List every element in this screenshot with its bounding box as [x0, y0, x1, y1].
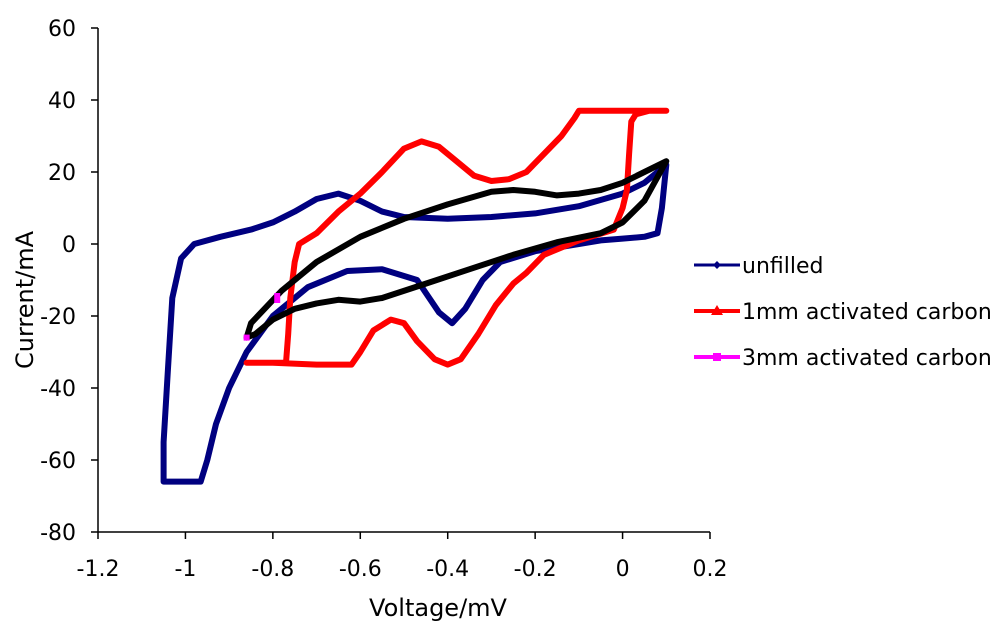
- x-axis-title: Voltage/mV: [369, 594, 507, 622]
- x-tick-label: -1: [174, 557, 196, 582]
- legend-marker: [711, 305, 723, 315]
- y-tick-label: -20: [40, 305, 76, 330]
- x-tick-label: 0.2: [693, 557, 728, 582]
- x-tick-label: -0.2: [514, 557, 557, 582]
- legend: unfilled 1mm activated carbon 3mm activate…: [694, 254, 992, 371]
- y-tick-label: 40: [48, 89, 76, 114]
- x-tick-label: 0: [616, 557, 630, 582]
- legend-label: 1mm activated carbon: [742, 300, 992, 325]
- y-ticks: 60 40 20 0 -20 -40 -60 -80: [40, 17, 98, 546]
- legend-marker: [713, 261, 721, 269]
- legend-label: 3mm activated carbon: [742, 346, 992, 371]
- series-marker-3mm-activated-carbon: [243, 334, 250, 341]
- legend-marker: [713, 353, 721, 361]
- x-ticks: -1.2 -1 -0.8 -0.6 -0.4 -0.2 0 0.2: [77, 532, 728, 582]
- y-tick-label: 0: [62, 233, 76, 258]
- legend-label: unfilled: [742, 254, 823, 279]
- plot-series: [160, 107, 670, 485]
- y-tick-label: -60: [40, 449, 76, 474]
- y-tick-label: -40: [40, 377, 76, 402]
- x-tick-label: -0.6: [339, 557, 382, 582]
- y-tick-label: -80: [40, 521, 76, 546]
- y-tick-label: 60: [48, 17, 76, 42]
- series-marker-3mm-activated-carbon: [274, 293, 281, 303]
- y-tick-label: 20: [48, 161, 76, 186]
- x-tick-label: -1.2: [77, 557, 120, 582]
- series-line-unlabeled-3: [243, 158, 670, 341]
- axes: [97, 28, 710, 533]
- y-axis-title: Current/mA: [11, 230, 39, 369]
- x-tick-label: -0.4: [426, 557, 469, 582]
- x-tick-label: -0.8: [251, 557, 294, 582]
